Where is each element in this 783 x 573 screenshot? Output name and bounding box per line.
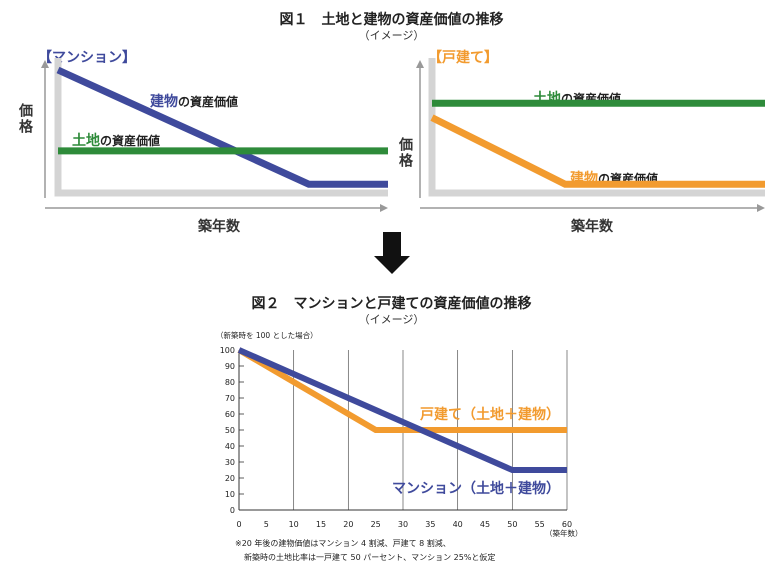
fig2-xlabel: （築年数）	[545, 528, 583, 538]
fig2-series-1	[237, 347, 567, 473]
left-building-label-rest: の資産価値	[178, 95, 239, 109]
fig2-xtick-label-11: 55	[535, 520, 545, 529]
fig1-subtitle: （イメージ）	[358, 29, 425, 42]
fig2-ytick-label-9: 90	[225, 362, 235, 371]
fig2-series-0	[237, 347, 567, 433]
house-frame	[428, 58, 765, 197]
right-ylabel: 価格	[397, 137, 413, 169]
fig1-title: 図１ 土地と建物の資産価値の推移	[279, 12, 504, 28]
fig2-ytick-label-7: 70	[225, 394, 235, 403]
fig2-ytick-label-6: 60	[225, 410, 235, 419]
mansion-header: 【マンション】	[38, 50, 136, 66]
house-series-1	[430, 114, 765, 188]
fig2-series-label-0: 戸建て（土地＋建物）	[420, 406, 560, 423]
right-xlabel: 築年数	[571, 219, 613, 235]
down-arrow-icon	[374, 232, 410, 274]
fig2-title: 図２ マンションと戸建ての資産価値の推移	[251, 296, 532, 312]
left-land-label-rest: の資産価値	[100, 134, 161, 148]
fig2-series-label-1: マンション（土地＋建物）	[392, 480, 560, 497]
fig2-ytick-label-1: 10	[225, 490, 235, 499]
left-building-label-hl: 建物	[150, 94, 178, 110]
mansion-frame	[54, 58, 388, 197]
fig2-xtick-label-0: 0	[236, 520, 241, 529]
fig2-xtick-label-1: 5	[264, 520, 269, 529]
fig2-ylabel: （新築時を 100 とした場合）	[216, 330, 318, 340]
left-ylabel: 価格	[17, 103, 33, 135]
fig2-ytick-label-10: 100	[220, 346, 235, 355]
fig2-ytick-label-8: 80	[225, 378, 235, 387]
fig2-xtick-label-10: 50	[507, 520, 517, 529]
fig2-xtick-label-6: 30	[398, 520, 408, 529]
fig2-ytick-label-0: 0	[230, 506, 235, 515]
fig2-ytick-label-2: 20	[225, 474, 235, 483]
fig2-xtick-label-4: 20	[343, 520, 353, 529]
fig2-note-line1: ※20 年後の建物価値はマンション 4 割減、戸建て 8 割減、	[235, 539, 451, 548]
house-header: 【戸建て】	[428, 50, 498, 66]
fig2-ytick-label-4: 40	[225, 442, 235, 451]
house-y-axis-arrow	[416, 60, 424, 68]
fig2-xtick-label-3: 15	[316, 520, 326, 529]
left-land-label: 土地の資産価値	[72, 130, 160, 150]
house-x-axis-arrow	[757, 204, 765, 212]
fig2-xtick-label-8: 40	[453, 520, 463, 529]
mansion-y-axis-arrow	[41, 60, 49, 68]
fig2-xtick-label-12: 60	[562, 520, 572, 529]
left-xlabel: 築年数	[198, 219, 240, 235]
fig2-ytick-label-5: 50	[225, 426, 235, 435]
fig2-subtitle: （イメージ）	[358, 313, 425, 326]
fig2-note-line2: 新築時の土地比率は一戸建て 50 パーセント、マンション 25%と仮定	[244, 553, 496, 562]
left-land-label-hl: 土地	[72, 133, 100, 149]
fig2-xtick-label-7: 35	[425, 520, 435, 529]
fig2-xtick-label-2: 10	[289, 520, 299, 529]
fig2-ytick-label-3: 30	[225, 458, 235, 467]
left-building-label: 建物の資産価値	[150, 91, 238, 111]
fig2-xtick-label-9: 45	[480, 520, 490, 529]
mansion-series-0	[56, 66, 388, 188]
fig2-xtick-label-5: 25	[371, 520, 381, 529]
mansion-x-axis-arrow	[380, 204, 388, 212]
